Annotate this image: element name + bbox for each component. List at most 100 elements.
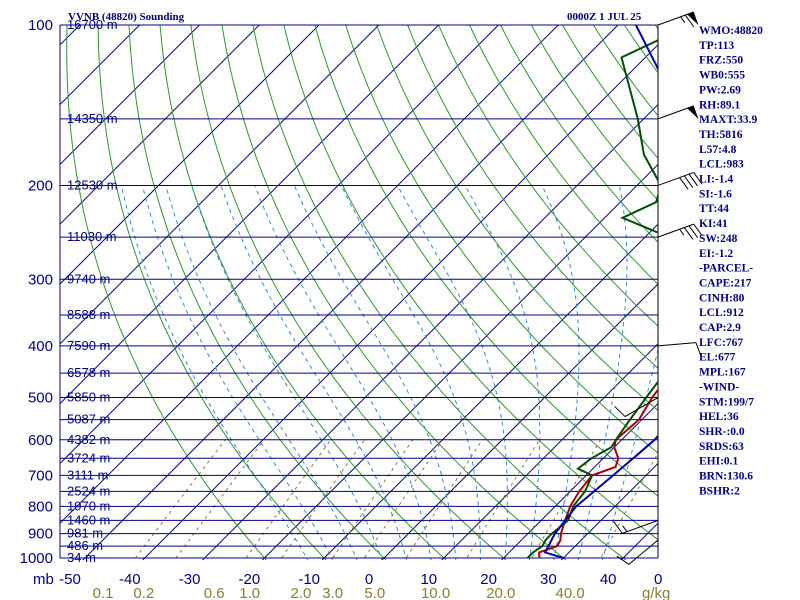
isotherm bbox=[60, 25, 200, 166]
index-line: RH:89.1 bbox=[699, 99, 740, 111]
index-line: EI:-1.2 bbox=[699, 248, 733, 260]
height-label: 11030 m bbox=[67, 229, 117, 244]
index-line: TP:113 bbox=[699, 40, 734, 52]
temperature-tick-label: 0 bbox=[365, 571, 373, 588]
zero-label: 0 bbox=[654, 571, 662, 588]
mixing-ratio-label: 2.0 bbox=[291, 585, 312, 600]
pressure-label: 500 bbox=[28, 390, 53, 407]
index-line: TH:5816 bbox=[699, 129, 743, 141]
mixing-ratio-label: 0.1 bbox=[93, 585, 114, 600]
index-line: KI:41 bbox=[699, 218, 728, 230]
index-line: LI:-1.4 bbox=[699, 174, 733, 186]
height-label: 1970 m bbox=[67, 498, 110, 513]
height-label: 2524 m bbox=[67, 483, 110, 498]
index-line: -PARCEL- bbox=[699, 263, 753, 275]
index-line: SRDS:63 bbox=[699, 441, 744, 453]
dry-adiabat bbox=[97, 25, 327, 560]
isotherm bbox=[60, 25, 380, 345]
dry-adiabat bbox=[314, 25, 658, 497]
temperature-tick-label: -40 bbox=[119, 571, 141, 588]
temperature-tick-label: -30 bbox=[179, 571, 201, 588]
temperature-tick-label: 30 bbox=[540, 571, 557, 588]
moist-adiabat bbox=[142, 185, 333, 560]
index-line: MPL:167 bbox=[699, 367, 746, 379]
index-line: EL:677 bbox=[699, 352, 736, 364]
moist-adiabat bbox=[340, 185, 481, 560]
isotherm bbox=[82, 25, 619, 560]
index-line: CAPE:217 bbox=[699, 277, 752, 289]
height-label: 5850 m bbox=[67, 390, 110, 405]
mixing-ratio-line bbox=[404, 439, 483, 560]
dry-adiabat bbox=[438, 25, 658, 327]
height-label: 12530 m bbox=[67, 177, 118, 192]
temperature-tick-label: 10 bbox=[420, 571, 437, 588]
height-label: 9740 m bbox=[67, 271, 110, 286]
temperature-tick-label: 40 bbox=[600, 571, 617, 588]
index-line: STM:199/7 bbox=[699, 396, 754, 408]
wind-barb bbox=[657, 342, 702, 357]
index-line: PW:2.69 bbox=[699, 84, 741, 96]
mixing-ratio-label: 10.0 bbox=[421, 585, 450, 600]
isotherm bbox=[60, 25, 320, 285]
height-label: 8588 m bbox=[67, 307, 110, 322]
index-line: HEL:36 bbox=[699, 411, 739, 423]
index-line: WMO:48820 bbox=[699, 25, 763, 37]
temperature-tick-label: -20 bbox=[239, 571, 261, 588]
isotherm bbox=[142, 44, 658, 560]
isotherm bbox=[321, 223, 658, 560]
index-line: SHR-:0.0 bbox=[699, 426, 745, 438]
isotherm bbox=[441, 343, 658, 560]
index-line: LCL:983 bbox=[699, 159, 744, 171]
wind-barbs bbox=[613, 11, 703, 565]
dry-adiabat bbox=[469, 25, 658, 285]
mixing-ratio-label: 5.0 bbox=[364, 585, 385, 600]
index-line: SW:248 bbox=[699, 233, 738, 245]
height-label: 34 m bbox=[67, 550, 96, 565]
index-line: WB0:555 bbox=[699, 70, 745, 82]
index-line: CAP:2.9 bbox=[699, 322, 741, 334]
grid bbox=[60, 25, 658, 560]
gkg-unit-label: g/kg bbox=[642, 585, 670, 600]
wind-barb bbox=[657, 105, 699, 120]
pressure-label: 400 bbox=[28, 338, 53, 355]
height-label: 6578 m bbox=[67, 365, 110, 380]
height-label: 981 m bbox=[67, 526, 103, 541]
temperature-tick-label: 20 bbox=[480, 571, 497, 588]
isotherm bbox=[60, 25, 260, 225]
wind-barb bbox=[657, 11, 699, 28]
profile-line bbox=[526, 39, 658, 559]
dry-adiabat bbox=[407, 25, 658, 369]
height-label: 16700 m bbox=[67, 17, 118, 32]
moist-adiabat bbox=[464, 185, 541, 560]
mixing-ratio-line bbox=[599, 451, 658, 560]
moist-adiabat bbox=[191, 185, 383, 560]
index-line: LFC:767 bbox=[699, 337, 743, 349]
isobars bbox=[59, 24, 659, 559]
index-line: BRN:130.6 bbox=[699, 471, 753, 483]
dry-adiabat bbox=[283, 25, 658, 541]
wind-barb bbox=[657, 171, 703, 190]
dry-adiabat bbox=[190, 25, 507, 560]
dry-adiabat bbox=[159, 25, 447, 560]
pressure-label: 300 bbox=[28, 271, 53, 288]
index-line: BSHR:2 bbox=[699, 485, 740, 497]
mixing-ratio-label: 0.6 bbox=[204, 585, 225, 600]
mixing-ratio-line bbox=[173, 439, 265, 560]
moist-adiabat bbox=[220, 185, 407, 560]
pressure-label: 200 bbox=[28, 177, 53, 194]
dry-adiabat bbox=[221, 25, 567, 560]
dry-adiabat bbox=[345, 25, 658, 454]
wind-barb bbox=[613, 519, 659, 534]
height-label: 7590 m bbox=[67, 338, 110, 353]
wind-barb bbox=[657, 223, 703, 240]
mixing-ratio-label: 20.0 bbox=[486, 585, 515, 600]
profiles bbox=[526, 25, 658, 559]
isotherm bbox=[60, 25, 439, 405]
height-label: 486 m bbox=[67, 538, 103, 553]
index-line: L57:4.8 bbox=[699, 144, 737, 156]
moist-adiabat bbox=[397, 185, 508, 560]
wind-barb bbox=[616, 539, 659, 565]
height-label: 5087 m bbox=[67, 412, 110, 427]
